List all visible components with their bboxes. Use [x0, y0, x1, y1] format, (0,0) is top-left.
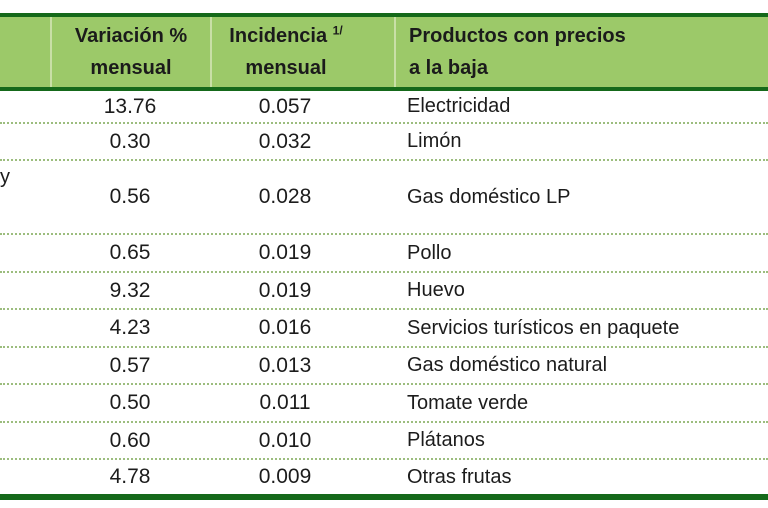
cell-producto: Limón [407, 130, 462, 152]
table-row: 9.32 0.019 Huevo [0, 273, 768, 310]
header-cell-incidencia: Incidencia 1/ mensual [210, 17, 394, 87]
cell-variacion: 13.76 [103, 94, 157, 118]
cell-incidencia: 0.032 [258, 129, 312, 153]
cell-cutoff [0, 385, 50, 421]
cell-incidencia: 0.013 [258, 353, 312, 377]
table-row: 0.60 0.010 Plátanos [0, 423, 768, 460]
header-variacion-line1: Variación % [74, 25, 188, 47]
footnote-marker: 1/ [332, 23, 343, 38]
table-row: 0.65 0.019 Pollo [0, 235, 768, 273]
header-productos-line2: a la baja [409, 57, 488, 79]
cell-incidencia: 0.016 [258, 316, 312, 339]
table-row: 0.30 0.032 Limón [0, 124, 768, 161]
cell-incidencia: 0.011 [259, 391, 311, 414]
cell-incidencia: 0.009 [258, 465, 312, 488]
table-row: 13.76 0.057 Electricidad [0, 91, 768, 124]
header-incidencia-line2: mensual [245, 57, 327, 79]
table-bottom-border [0, 494, 768, 500]
cell-cutoff [0, 91, 50, 122]
cell-producto: Otras frutas [407, 465, 512, 488]
table-body: 13.76 0.057 Electricidad 0.30 0.032 Limó… [0, 91, 768, 494]
header-cell-cutoff-column [0, 17, 50, 87]
cell-cutoff [0, 310, 50, 346]
cell-variacion: 0.65 [109, 241, 151, 264]
cell-variacion: 9.32 [109, 278, 151, 302]
cell-variacion: 4.23 [109, 316, 151, 339]
cell-variacion: 0.57 [109, 353, 151, 377]
cell-incidencia: 0.057 [258, 94, 312, 118]
cell-cutoff-text: y [0, 166, 10, 188]
cell-producto: Plátanos [407, 429, 485, 451]
cell-producto: Servicios turísticos en paquete [407, 316, 680, 339]
header-cell-variacion: Variación % mensual [50, 17, 210, 87]
cell-incidencia: 0.019 [258, 278, 312, 302]
table-row: 0.50 0.011 Tomate verde [0, 385, 768, 423]
table-row: 4.23 0.016 Servicios turísticos en paque… [0, 310, 768, 348]
cell-cutoff [0, 460, 50, 494]
cell-cutoff [0, 423, 50, 458]
cell-variacion: 0.60 [109, 428, 151, 452]
cell-cutoff [0, 124, 50, 159]
top-margin [0, 0, 768, 13]
cell-producto: Tomate verde [407, 391, 529, 414]
cell-producto: Pollo [407, 241, 452, 264]
cell-producto: Gas doméstico LP [407, 185, 571, 208]
cell-variacion: 4.78 [109, 465, 151, 488]
cell-incidencia: 0.028 [258, 185, 312, 208]
header-productos-line1: Productos con precios [409, 25, 626, 47]
cell-variacion: 0.50 [109, 391, 151, 414]
table-row: 4.78 0.009 Otras frutas [0, 460, 768, 494]
table-row: 0.57 0.013 Gas doméstico natural [0, 348, 768, 385]
cell-producto: Gas doméstico natural [407, 354, 608, 376]
cell-incidencia: 0.019 [258, 241, 312, 264]
cell-producto: Huevo [407, 279, 465, 301]
table-header-row: Variación % mensual Incidencia 1/ mensua… [0, 13, 768, 91]
cell-variacion: 0.56 [109, 185, 151, 208]
cell-variacion: 0.30 [109, 129, 151, 153]
table-row: y 0.56 0.028 Gas doméstico LP [0, 161, 768, 235]
header-incidencia-line1: Incidencia 1/ [229, 23, 343, 47]
cell-incidencia: 0.010 [258, 428, 312, 452]
header-cell-productos: Productos con precios a la baja [394, 17, 768, 87]
cell-producto: Electricidad [407, 95, 511, 117]
header-variacion-line2: mensual [90, 57, 172, 79]
cell-cutoff [0, 348, 50, 383]
cell-cutoff [0, 273, 50, 308]
cell-cutoff [0, 235, 50, 271]
